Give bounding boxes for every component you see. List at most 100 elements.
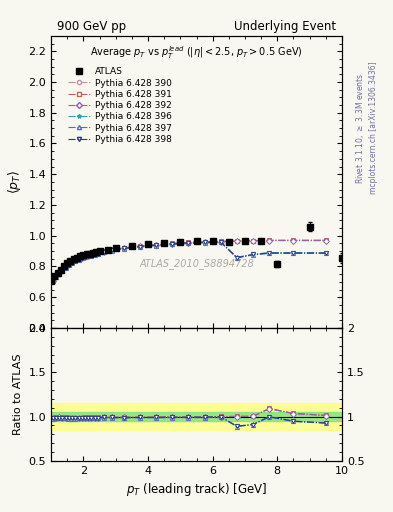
Pythia 6.428 391 [66, 261, 71, 267]
Text: Rivet 3.1.10, $\geq$ 3.3M events: Rivet 3.1.10, $\geq$ 3.3M events [354, 72, 366, 184]
Pythia 6.428 390 [267, 237, 272, 243]
Pythia 6.428 390 [79, 254, 84, 261]
Pythia 6.428 396 [79, 255, 84, 261]
Text: ATLAS_2010_S8894728: ATLAS_2010_S8894728 [139, 258, 254, 269]
Line: Pythia 6.428 396: Pythia 6.428 396 [51, 240, 328, 283]
Pythia 6.428 398 [57, 270, 62, 276]
Bar [51, 403, 342, 430]
Pythia 6.428 396 [109, 247, 114, 253]
Pythia 6.428 396 [57, 270, 62, 276]
Pythia 6.428 397 [121, 246, 126, 252]
Pythia 6.428 396 [76, 257, 81, 263]
Pythia 6.428 390 [70, 259, 74, 265]
Pythia 6.428 397 [235, 255, 239, 261]
Pythia 6.428 391 [186, 239, 191, 245]
Text: 900 GeV pp: 900 GeV pp [57, 20, 126, 33]
Y-axis label: $\langle p_T \rangle$: $\langle p_T \rangle$ [6, 170, 23, 194]
Pythia 6.428 390 [95, 250, 100, 256]
Pythia 6.428 396 [251, 251, 255, 257]
Pythia 6.428 396 [138, 244, 142, 250]
Pythia 6.428 392 [235, 239, 239, 245]
Pythia 6.428 396 [202, 240, 207, 246]
Pythia 6.428 392 [92, 251, 97, 257]
Pythia 6.428 390 [154, 242, 158, 248]
Pythia 6.428 392 [60, 266, 65, 272]
Pythia 6.428 392 [109, 247, 114, 253]
Pythia 6.428 398 [291, 250, 296, 256]
Pythia 6.428 391 [101, 248, 106, 254]
Pythia 6.428 398 [109, 247, 114, 253]
Pythia 6.428 397 [86, 253, 91, 260]
Pythia 6.428 392 [86, 253, 91, 259]
Pythia 6.428 392 [121, 245, 126, 251]
Pythia 6.428 397 [83, 254, 87, 261]
Pythia 6.428 396 [83, 254, 87, 260]
Pythia 6.428 390 [66, 261, 71, 267]
Pythia 6.428 391 [92, 251, 97, 257]
Legend: ATLAS, Pythia 6.428 390, Pythia 6.428 391, Pythia 6.428 392, Pythia 6.428 396, P: ATLAS, Pythia 6.428 390, Pythia 6.428 39… [64, 63, 176, 147]
Pythia 6.428 390 [219, 239, 223, 245]
Pythia 6.428 396 [186, 240, 191, 246]
Pythia 6.428 396 [121, 245, 126, 251]
Pythia 6.428 390 [83, 253, 87, 260]
Pythia 6.428 392 [138, 243, 142, 249]
Pythia 6.428 398 [53, 273, 58, 280]
Pythia 6.428 392 [101, 249, 106, 255]
Pythia 6.428 391 [170, 240, 174, 246]
Pythia 6.428 390 [186, 240, 191, 246]
Pythia 6.428 397 [50, 279, 55, 285]
Pythia 6.428 392 [50, 278, 55, 284]
Pythia 6.428 391 [323, 237, 328, 243]
Pythia 6.428 397 [267, 250, 272, 257]
Pythia 6.428 398 [86, 253, 91, 259]
Pythia 6.428 398 [186, 240, 191, 246]
Pythia 6.428 391 [63, 263, 68, 269]
Line: Pythia 6.428 397: Pythia 6.428 397 [51, 240, 328, 284]
Pythia 6.428 397 [101, 249, 106, 255]
Pythia 6.428 392 [83, 254, 87, 260]
Pythia 6.428 397 [63, 265, 68, 271]
Pythia 6.428 391 [73, 257, 78, 263]
Pythia 6.428 398 [66, 262, 71, 268]
Pythia 6.428 392 [291, 238, 296, 244]
Pythia 6.428 391 [53, 272, 58, 279]
Pythia 6.428 398 [92, 251, 97, 258]
Pythia 6.428 397 [154, 243, 158, 249]
Pythia 6.428 396 [86, 253, 91, 259]
Pythia 6.428 391 [109, 246, 114, 252]
Pythia 6.428 396 [95, 251, 100, 257]
Pythia 6.428 390 [86, 252, 91, 259]
Pythia 6.428 397 [76, 257, 81, 263]
Pythia 6.428 390 [60, 266, 65, 272]
Pythia 6.428 391 [251, 238, 255, 244]
Pythia 6.428 390 [76, 255, 81, 262]
Pythia 6.428 397 [202, 240, 207, 246]
Pythia 6.428 396 [63, 264, 68, 270]
Pythia 6.428 397 [109, 248, 114, 254]
Pythia 6.428 398 [89, 252, 94, 258]
Text: mcplots.cern.ch [arXiv:1306.3436]: mcplots.cern.ch [arXiv:1306.3436] [369, 61, 378, 195]
Line: Pythia 6.428 390: Pythia 6.428 390 [51, 238, 328, 283]
Pythia 6.428 398 [219, 239, 223, 245]
Pythia 6.428 398 [121, 245, 126, 251]
Pythia 6.428 398 [79, 255, 84, 261]
Pythia 6.428 396 [73, 258, 78, 264]
Pythia 6.428 390 [323, 237, 328, 243]
Pythia 6.428 398 [154, 242, 158, 248]
Line: Pythia 6.428 391: Pythia 6.428 391 [51, 238, 328, 282]
Line: Pythia 6.428 392: Pythia 6.428 392 [51, 239, 328, 283]
Pythia 6.428 391 [50, 277, 55, 283]
Pythia 6.428 391 [76, 255, 81, 262]
Pythia 6.428 396 [291, 249, 296, 255]
Pythia 6.428 398 [70, 260, 74, 266]
Pythia 6.428 392 [95, 250, 100, 257]
Pythia 6.428 397 [89, 252, 94, 259]
Pythia 6.428 390 [202, 239, 207, 245]
Pythia 6.428 397 [60, 267, 65, 273]
Pythia 6.428 390 [101, 248, 106, 254]
Pythia 6.428 396 [53, 273, 58, 280]
Pythia 6.428 397 [170, 241, 174, 247]
Pythia 6.428 392 [70, 259, 74, 265]
Bar [51, 412, 342, 421]
Pythia 6.428 391 [95, 250, 100, 256]
